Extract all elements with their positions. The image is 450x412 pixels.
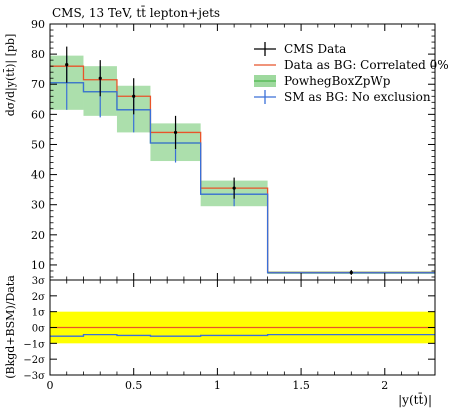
- series-line-1: [50, 82, 435, 274]
- x-tick-label: 0.5: [125, 379, 143, 392]
- main-axis-ticks: 10 20 30 40 50 60 70 80 90 0 0.5 1 1.5 2: [31, 18, 435, 392]
- x-tick-label: 2: [381, 379, 388, 392]
- y-tick-label: 80: [31, 48, 45, 61]
- ratio-y-tick-label: −3σ: [23, 371, 45, 382]
- ratio-y-tick-label: −1σ: [23, 339, 45, 350]
- x-tick-label: 0: [47, 379, 54, 392]
- data-point-4: [232, 186, 236, 190]
- x-tick-label: 1: [214, 379, 221, 392]
- data-point-1: [98, 76, 102, 80]
- legend: CMS Data Data as BG: Correlated 0% PowhegB…: [254, 42, 449, 104]
- main-data-points: [65, 46, 353, 275]
- y-tick-label: 70: [31, 78, 45, 91]
- ratio-y-tick-label: 1σ: [32, 308, 45, 319]
- y-tick-label: 50: [31, 138, 45, 151]
- y-tick-label: 20: [31, 229, 45, 242]
- ratio-axis-ticks: 3σ 2σ 1σ 0σ −1σ −2σ −3σ: [23, 276, 435, 382]
- legend-entry-label: PowhegBoxZpWp: [284, 74, 391, 88]
- y-tick-label: 30: [31, 199, 45, 212]
- ratio-line-1: [50, 333, 435, 337]
- x-axis-label: |y(tt̄)|: [398, 391, 432, 407]
- ratio-y-tick-label: 3σ: [32, 276, 45, 287]
- main-uncertainty-band: [50, 55, 435, 274]
- legend-entry-label: CMS Data: [284, 42, 346, 56]
- x-tick-label: 1.5: [292, 379, 310, 392]
- ratio-y-tick-label: −2σ: [23, 355, 45, 366]
- y-tick-label: 60: [31, 108, 45, 121]
- ratio-y-tick-label: 0σ: [32, 324, 45, 335]
- y-tick-label: 90: [31, 18, 45, 31]
- ratio-y-tick-label: 2σ: [32, 292, 45, 303]
- y-tick-label: 40: [31, 169, 45, 182]
- legend-entry-label: Data as BG: Correlated 0%: [284, 58, 449, 72]
- main-y-axis-label: dσ/d|y(tt̄)| [pb]: [4, 34, 18, 117]
- ratio-lines: [50, 326, 435, 337]
- chart-title: CMS, 13 TeV, tt̄ lepton+jets: [52, 4, 220, 20]
- data-point-2: [132, 94, 136, 98]
- data-point-0: [65, 63, 69, 67]
- ratio-y-axis-label: (Bkgd+BSM)/Data: [4, 275, 17, 379]
- legend-entry-label: SM as BG: No exclusion: [284, 90, 431, 104]
- y-tick-label: 10: [31, 259, 45, 272]
- data-point-3: [173, 130, 178, 135]
- data-point-5: [349, 270, 353, 275]
